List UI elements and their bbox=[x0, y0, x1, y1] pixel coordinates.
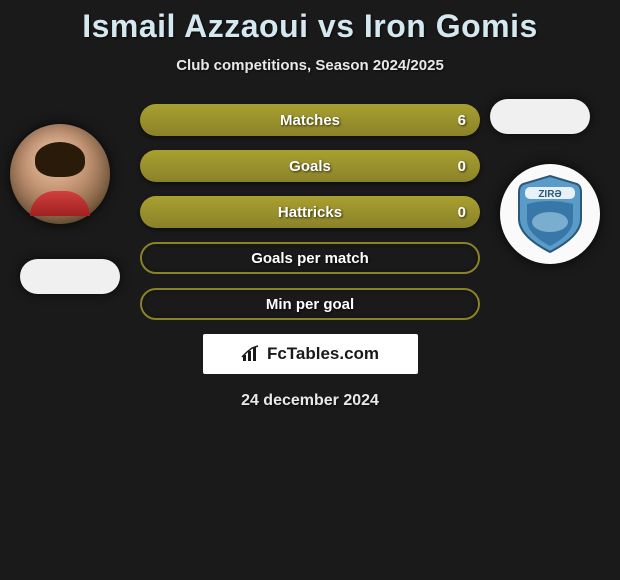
stat-label: Goals per match bbox=[251, 250, 369, 267]
stat-label: Matches bbox=[280, 112, 340, 129]
stat-bar-goals: Goals 0 bbox=[140, 150, 480, 182]
stat-value: 0 bbox=[458, 158, 466, 175]
stat-label: Min per goal bbox=[266, 296, 354, 313]
stat-bar-goals-per-match: Goals per match bbox=[140, 242, 480, 274]
stat-bar-matches: Matches 6 bbox=[140, 104, 480, 136]
svg-text:ZIRƏ: ZIRƏ bbox=[538, 189, 561, 200]
stat-bars: Matches 6 Goals 0 Hattricks 0 Goals per … bbox=[140, 104, 480, 320]
player-flag-left bbox=[20, 259, 120, 294]
stat-label: Goals bbox=[289, 158, 331, 175]
stat-bar-hattricks: Hattricks 0 bbox=[140, 196, 480, 228]
stat-bar-min-per-goal: Min per goal bbox=[140, 288, 480, 320]
brand-text: FcTables.com bbox=[267, 344, 379, 364]
stat-label: Hattricks bbox=[278, 204, 342, 221]
shield-icon: ZIRƏ bbox=[515, 174, 585, 254]
bar-chart-icon bbox=[241, 345, 261, 363]
player-avatar-left bbox=[10, 124, 110, 224]
player-flag-right bbox=[490, 99, 590, 134]
brand-logo: FcTables.com bbox=[203, 334, 418, 374]
stat-value: 0 bbox=[458, 204, 466, 221]
comparison-card: Ismail Azzaoui vs Iron Gomis Club compet… bbox=[0, 0, 620, 410]
page-title: Ismail Azzaoui vs Iron Gomis bbox=[0, 0, 620, 45]
stats-area: ZIRƏ Matches 6 Goals 0 Hattricks 0 Goals… bbox=[0, 104, 620, 320]
date-label: 24 december 2024 bbox=[0, 392, 620, 410]
club-logo-right: ZIRƏ bbox=[500, 164, 600, 264]
stat-value: 6 bbox=[458, 112, 466, 129]
subtitle: Club competitions, Season 2024/2025 bbox=[0, 57, 620, 74]
